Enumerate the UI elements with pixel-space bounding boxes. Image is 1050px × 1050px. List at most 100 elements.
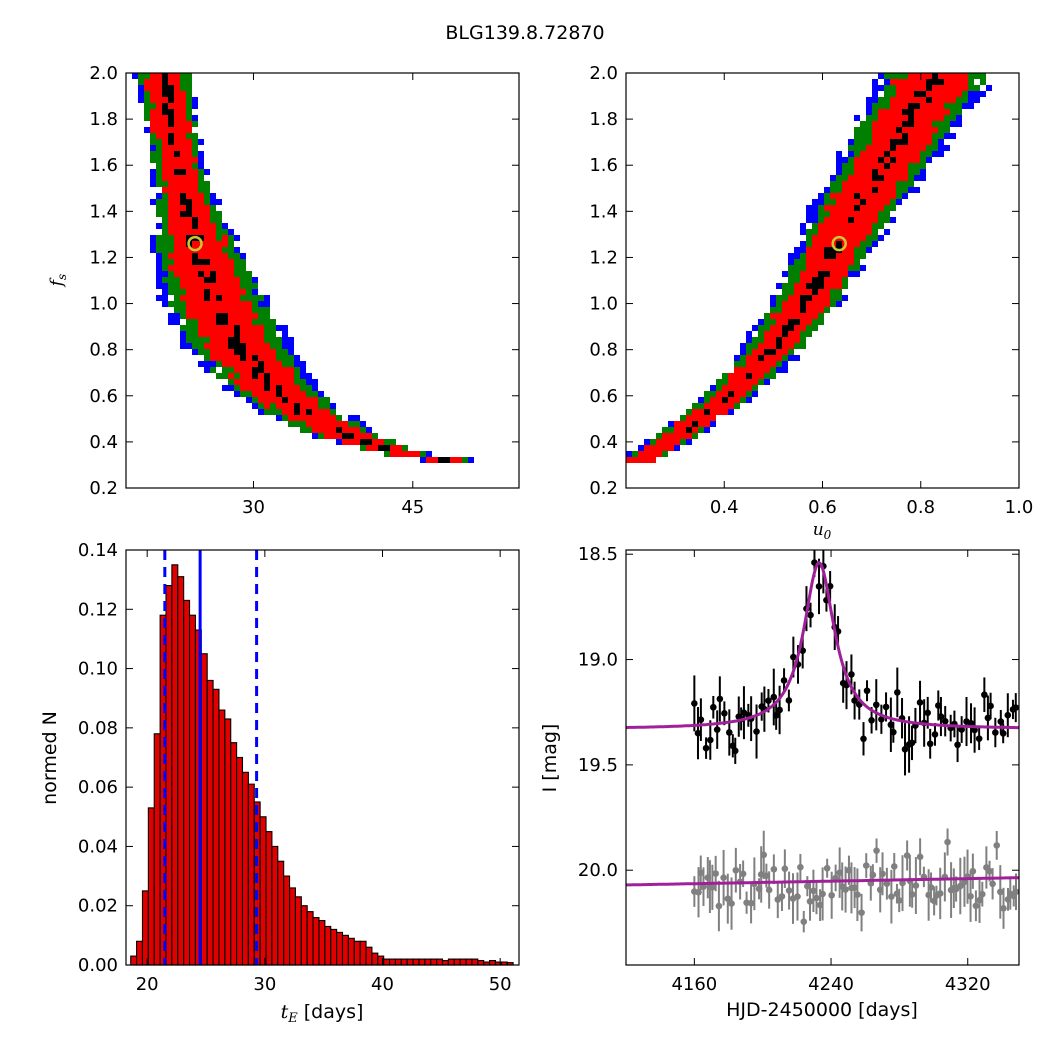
inner-cell bbox=[746, 385, 752, 391]
mid-cell bbox=[824, 193, 830, 199]
inner-cell bbox=[168, 229, 174, 235]
data-point bbox=[713, 726, 721, 733]
inner-cell bbox=[956, 73, 962, 79]
mid-cell bbox=[842, 169, 848, 175]
core-cell bbox=[252, 373, 258, 379]
data-point bbox=[967, 719, 975, 727]
mid-cell bbox=[156, 151, 162, 157]
inner-cell bbox=[342, 421, 348, 427]
inner-cell bbox=[186, 307, 192, 313]
inner-cell bbox=[252, 337, 258, 343]
mid-cell bbox=[824, 307, 830, 313]
inner-cell bbox=[908, 157, 914, 163]
inner-cell bbox=[162, 139, 168, 145]
mid-cell bbox=[830, 295, 836, 301]
inner-cell bbox=[192, 211, 198, 217]
core-cell bbox=[836, 241, 842, 247]
data-point bbox=[842, 886, 849, 893]
inner-cell bbox=[902, 91, 908, 97]
inner-cell bbox=[228, 265, 234, 271]
mid-cell bbox=[854, 265, 860, 271]
mid-cell bbox=[854, 151, 860, 157]
inner-cell bbox=[180, 253, 186, 259]
data-point bbox=[894, 689, 901, 696]
normed-n-axis-label: normed N bbox=[39, 711, 61, 805]
inner-cell bbox=[216, 277, 222, 283]
mid-cell bbox=[156, 163, 162, 169]
mid-cell bbox=[950, 103, 956, 109]
mid-cell bbox=[848, 163, 854, 169]
data-point bbox=[882, 703, 890, 711]
mid-cell bbox=[722, 373, 728, 379]
inner-cell bbox=[210, 355, 216, 361]
outer-cell bbox=[204, 367, 210, 373]
core-cell bbox=[872, 187, 878, 193]
histogram-bar bbox=[183, 599, 191, 966]
inner-cell bbox=[174, 265, 180, 271]
outer-cell bbox=[210, 361, 216, 367]
outer-cell bbox=[138, 85, 144, 91]
mid-cell bbox=[800, 337, 806, 343]
inner-cell bbox=[174, 103, 180, 109]
data-point bbox=[888, 893, 895, 900]
inner-cell bbox=[186, 181, 192, 187]
inner-cell bbox=[824, 241, 830, 247]
model-curve-lens bbox=[626, 560, 1019, 730]
data-point bbox=[954, 741, 961, 749]
outer-cell bbox=[836, 169, 842, 175]
mid-cell bbox=[938, 127, 944, 133]
mid-cell bbox=[908, 175, 914, 181]
inner-cell bbox=[794, 289, 800, 295]
inner-cell bbox=[198, 265, 204, 271]
lightcurve-ytick-label: 18.5 bbox=[578, 544, 618, 565]
outer-cell bbox=[360, 421, 366, 427]
inner-cell bbox=[824, 223, 830, 229]
inner-cell bbox=[234, 379, 240, 385]
inner-cell bbox=[192, 205, 198, 211]
core-cell bbox=[162, 91, 168, 97]
inner-cell bbox=[162, 97, 168, 103]
core-cell bbox=[890, 145, 896, 151]
u0-fs-xtick-label: 0.6 bbox=[808, 497, 837, 518]
mid-cell bbox=[144, 97, 150, 103]
inner-cell bbox=[174, 193, 180, 199]
mid-cell bbox=[980, 79, 986, 85]
inner-cell bbox=[920, 85, 926, 91]
tE-hist-ytick-label: 0.06 bbox=[78, 777, 118, 798]
outer-cell bbox=[854, 115, 860, 121]
inner-cell bbox=[866, 181, 872, 187]
inner-cell bbox=[920, 115, 926, 121]
inner-cell bbox=[342, 427, 348, 433]
inner-cell bbox=[372, 445, 378, 451]
mid-cell bbox=[252, 397, 258, 403]
inner-cell bbox=[180, 145, 186, 151]
core-cell bbox=[848, 217, 854, 223]
inner-cell bbox=[806, 247, 812, 253]
inner-cell bbox=[860, 235, 866, 241]
inner-cell bbox=[896, 85, 902, 91]
inner-cell bbox=[240, 373, 246, 379]
data-point bbox=[873, 847, 880, 854]
u0-fs-ytick-label: 1.0 bbox=[589, 294, 618, 315]
mid-cell bbox=[890, 85, 896, 91]
mid-cell bbox=[162, 265, 168, 271]
inner-cell bbox=[258, 331, 264, 337]
outer-cell bbox=[168, 313, 174, 319]
outer-cell bbox=[156, 283, 162, 289]
outer-cell bbox=[836, 157, 842, 163]
histogram-bar bbox=[477, 960, 485, 966]
core-cell bbox=[162, 73, 168, 79]
inner-cell bbox=[270, 361, 276, 367]
core-cell bbox=[758, 355, 764, 361]
core-cell bbox=[776, 337, 782, 343]
core-cell bbox=[234, 337, 240, 343]
inner-cell bbox=[836, 223, 842, 229]
mid-cell bbox=[812, 229, 818, 235]
inner-cell bbox=[306, 397, 312, 403]
data-point bbox=[851, 697, 858, 704]
outer-cell bbox=[794, 355, 800, 361]
mid-cell bbox=[288, 355, 294, 361]
inner-cell bbox=[156, 103, 162, 109]
data-point bbox=[747, 899, 755, 907]
outer-cell bbox=[968, 103, 974, 109]
